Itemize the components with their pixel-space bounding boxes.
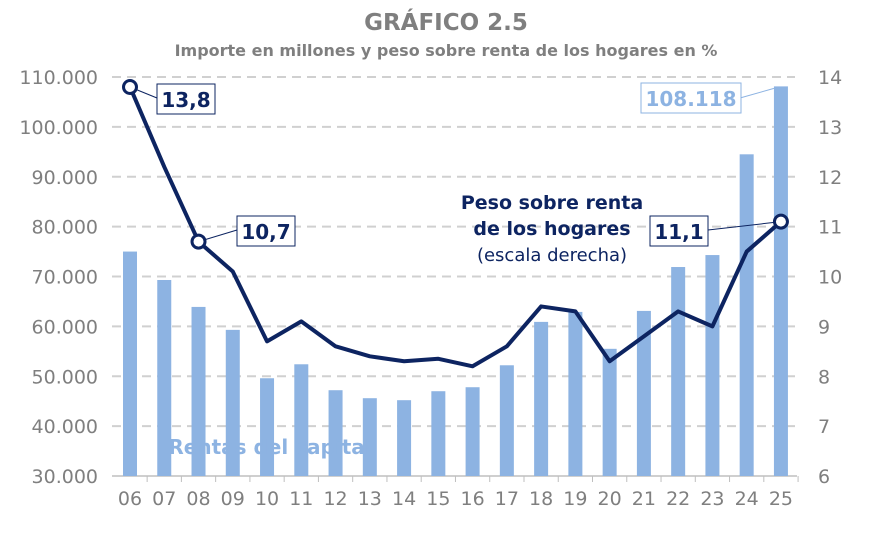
annotation-box: [640, 82, 742, 114]
bar: [294, 364, 309, 476]
x-tick-label: 21: [632, 488, 656, 510]
annotation-leader: [707, 221, 781, 231]
x-tick-label: 24: [735, 488, 759, 510]
left-tick-label: 30.000: [32, 466, 98, 488]
left-tick-label: 60.000: [32, 316, 98, 338]
x-tick-label: 06: [118, 488, 142, 510]
bar-series-label: Rentas del capital: [168, 435, 371, 459]
right-tick-label: 8: [818, 366, 830, 388]
left-tick-label: 50.000: [32, 366, 98, 388]
left-tick-label: 70.000: [32, 267, 98, 289]
bar: [602, 348, 617, 476]
right-tick-label: 6: [818, 466, 830, 488]
x-tick-label: 08: [186, 488, 210, 510]
bar: [739, 154, 754, 476]
left-tick-label: 40.000: [32, 416, 98, 438]
right-tick-label: 10: [818, 267, 842, 289]
line-series-label-3: (escala derecha): [477, 245, 627, 266]
bar: [362, 398, 377, 476]
line-series: [128, 86, 783, 369]
right-tick-label: 9: [818, 316, 830, 338]
x-tick-label: 14: [392, 488, 416, 510]
chart-title: GRÁFICO 2.5: [364, 8, 528, 36]
left-tick-label: 100.000: [19, 117, 98, 139]
annotation-box: [156, 83, 216, 115]
bar: [191, 306, 206, 476]
annotation-box: [236, 215, 296, 247]
right-tick-label: 14: [818, 67, 842, 89]
bar-data-label: 108.118: [645, 87, 736, 111]
left-tick-label: 110.000: [19, 67, 98, 89]
annotation-leader: [739, 87, 775, 99]
x-tick-label: 25: [769, 488, 793, 510]
bar: [705, 255, 720, 476]
bar: [534, 321, 549, 476]
x-tick-label: 20: [598, 488, 622, 510]
x-tick-label: 15: [426, 488, 450, 510]
line-data-label: 10,7: [241, 220, 290, 244]
x-tick-label: 19: [563, 488, 587, 510]
line-marker: [190, 233, 207, 250]
right-tick-label: 11: [818, 217, 842, 239]
left-tick-label: 80.000: [32, 217, 98, 239]
x-tick-label: 23: [700, 488, 724, 510]
left-tick-label: 90.000: [32, 167, 98, 189]
line-marker: [122, 78, 138, 95]
annotation-box: [649, 215, 709, 247]
bar: [636, 310, 651, 476]
bar: [397, 400, 412, 476]
bar: [157, 279, 172, 476]
right-tick-label: 7: [818, 416, 830, 438]
bar: [328, 390, 343, 476]
x-tick-label: 18: [529, 488, 553, 510]
line-data-label: 13,8: [161, 88, 210, 112]
x-tick-label: 10: [255, 488, 279, 510]
x-tick-label: 16: [461, 488, 485, 510]
line-marker: [772, 213, 789, 230]
chart-subtitle: Importe en millones y peso sobre renta d…: [175, 41, 718, 60]
x-tick-label: 13: [358, 488, 382, 510]
x-tick-label: 11: [289, 488, 313, 510]
bar: [773, 86, 788, 476]
bar: [260, 378, 275, 476]
line-data-label: 11,1: [654, 220, 703, 244]
x-tick-label: 22: [666, 488, 690, 510]
bar: [671, 267, 686, 476]
bar: [123, 251, 137, 476]
x-tick-label: 17: [495, 488, 519, 510]
bar: [431, 391, 446, 476]
bar: [568, 311, 583, 476]
right-tick-label: 13: [818, 117, 842, 139]
x-tick-label: 09: [221, 488, 245, 510]
line-series-label-1: Peso sobre renta: [461, 192, 643, 214]
bar: [465, 387, 480, 476]
x-tick-label: 12: [323, 488, 347, 510]
x-tick-label: 07: [152, 488, 176, 510]
bar: [225, 329, 240, 476]
bar: [499, 365, 514, 476]
line-series-label-2: de los hogares: [473, 218, 630, 240]
right-tick-label: 12: [818, 167, 842, 189]
